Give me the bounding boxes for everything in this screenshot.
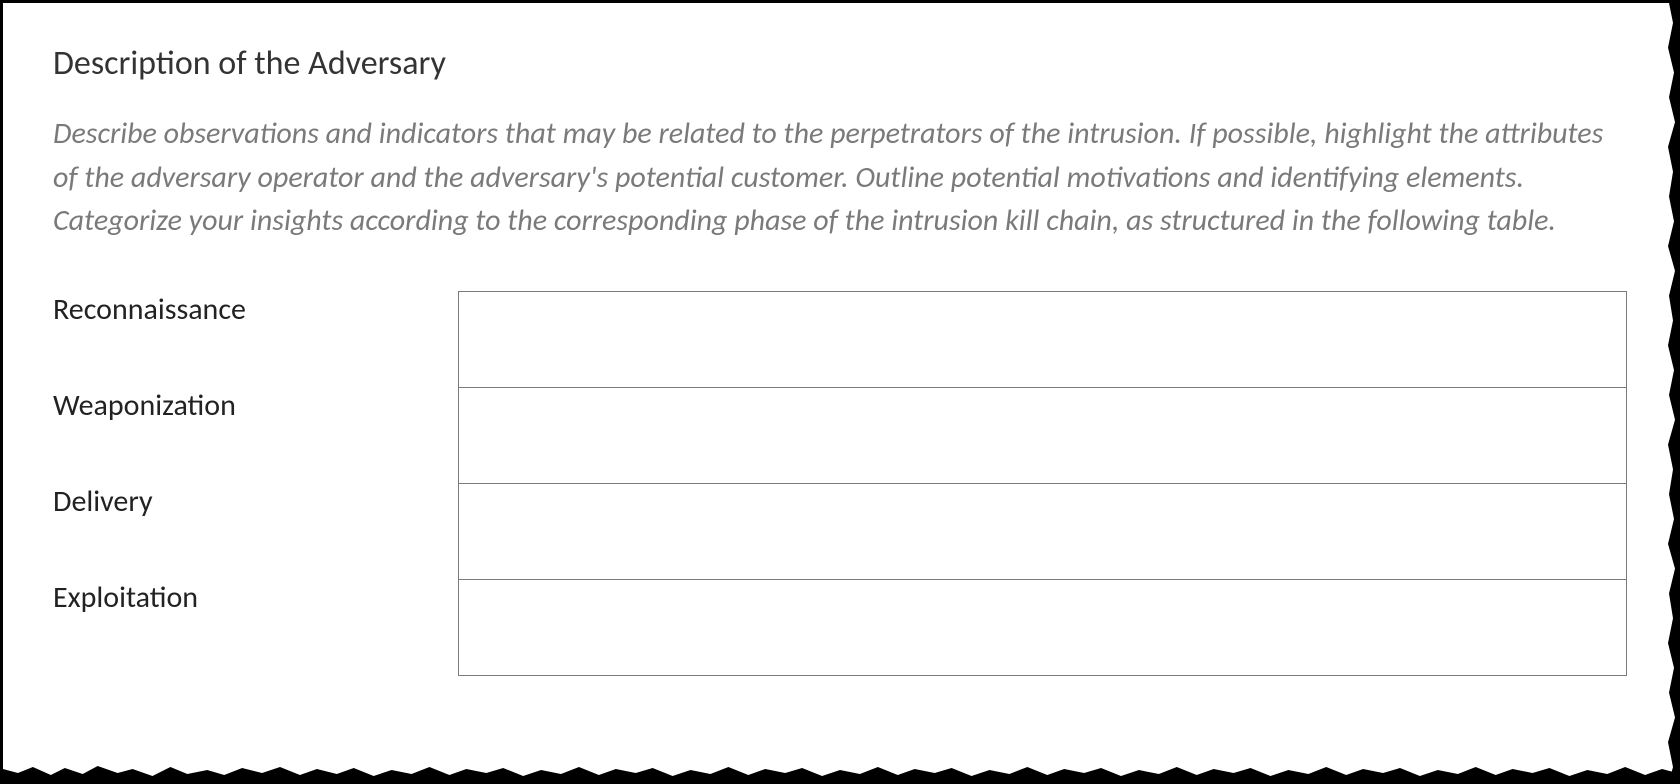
torn-edge-right-decoration — [1663, 3, 1677, 781]
table-row: Reconnaissance — [53, 291, 1627, 387]
phase-label-reconnaissance: Reconnaissance — [53, 291, 458, 387]
phase-input-cell — [458, 579, 1627, 675]
phase-input-cell — [458, 387, 1627, 483]
section-title: Description of the Adversary — [53, 43, 1627, 84]
table-row: Weaponization — [53, 387, 1627, 483]
section-instructions: Describe observations and indicators tha… — [53, 112, 1627, 243]
exploitation-input[interactable] — [459, 580, 1627, 675]
phase-label-weaponization: Weaponization — [53, 387, 458, 483]
phase-label-delivery: Delivery — [53, 483, 458, 579]
kill-chain-table: Reconnaissance Weaponization Delivery Ex… — [53, 291, 1627, 676]
phase-label-exploitation: Exploitation — [53, 579, 458, 675]
table-row: Exploitation — [53, 579, 1627, 675]
weaponization-input[interactable] — [459, 388, 1627, 483]
phase-input-cell — [458, 483, 1627, 579]
torn-edge-decoration — [3, 761, 1677, 781]
table-row: Delivery — [53, 483, 1627, 579]
delivery-input[interactable] — [459, 484, 1627, 579]
reconnaissance-input[interactable] — [459, 292, 1627, 387]
phase-input-cell — [458, 291, 1627, 387]
document-page: Description of the Adversary Describe ob… — [0, 0, 1680, 784]
